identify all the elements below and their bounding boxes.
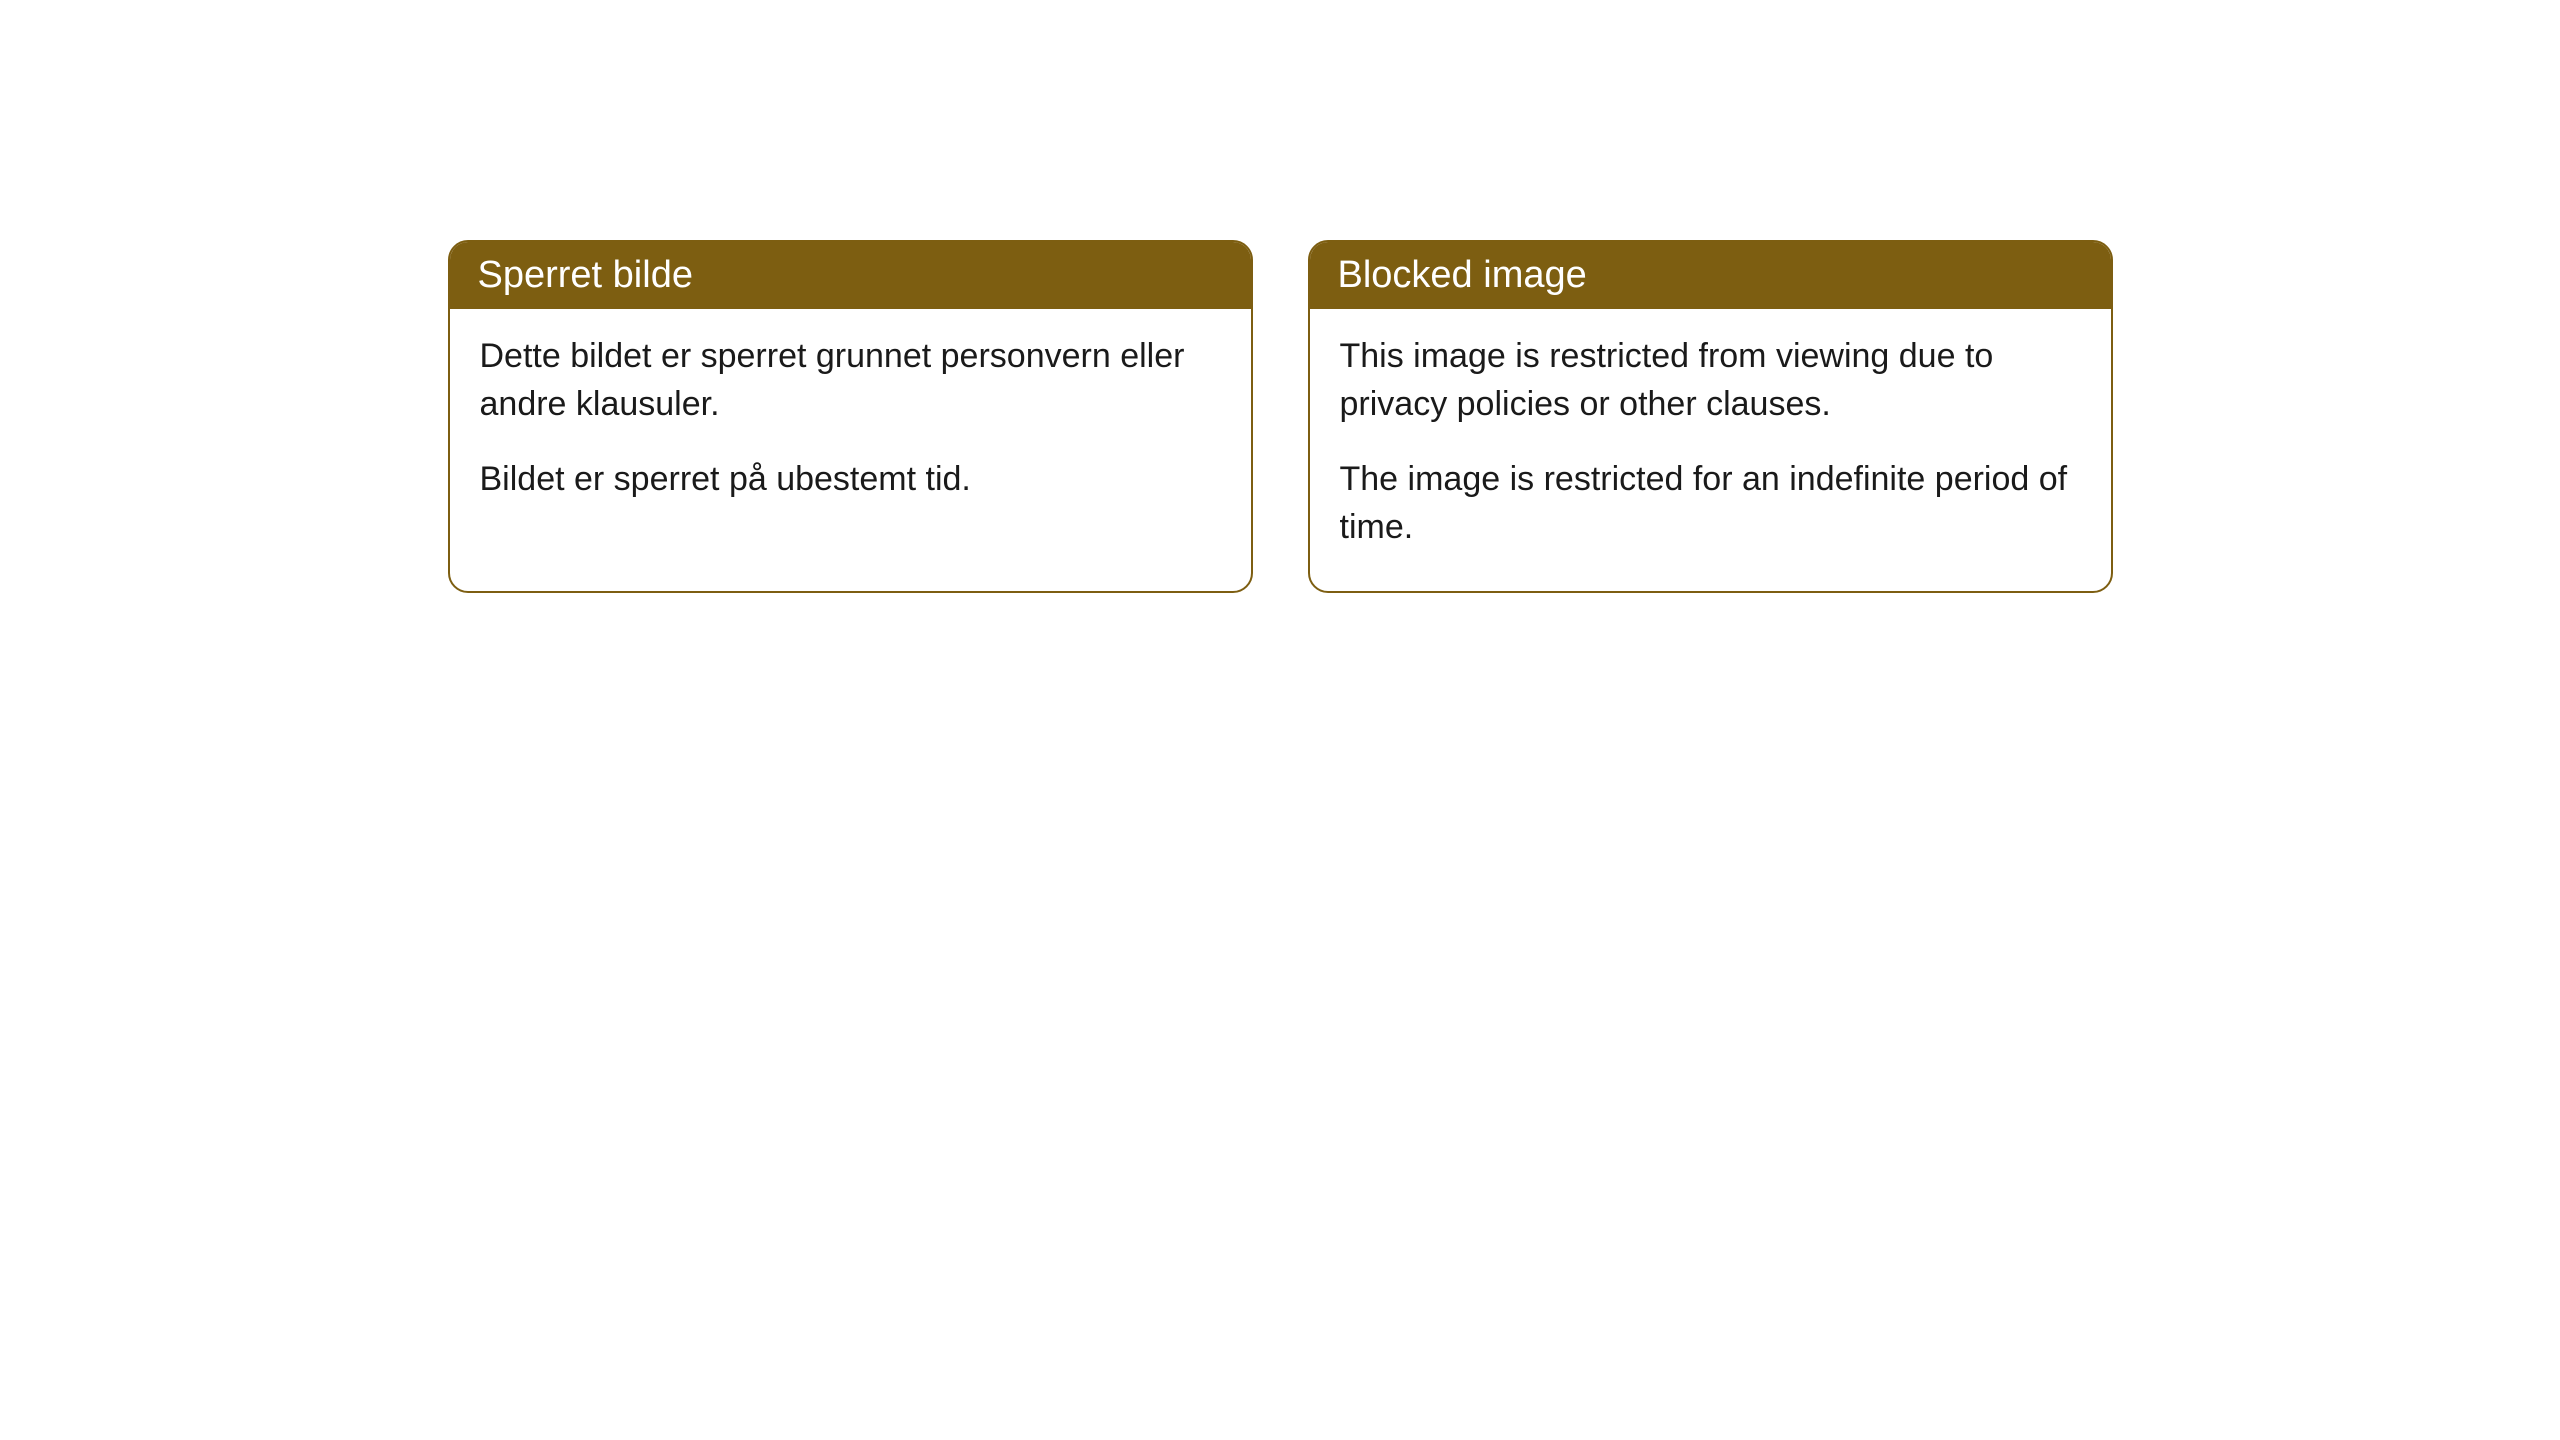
card-header-norwegian: Sperret bilde [450,242,1251,309]
card-paragraph: The image is restricted for an indefinit… [1340,456,2081,551]
notice-cards-container: Sperret bilde Dette bildet er sperret gr… [0,240,2560,593]
card-header-english: Blocked image [1310,242,2111,309]
card-paragraph: This image is restricted from viewing du… [1340,333,2081,428]
card-title: Sperret bilde [478,254,693,296]
card-body-norwegian: Dette bildet er sperret grunnet personve… [450,309,1251,544]
card-paragraph: Dette bildet er sperret grunnet personve… [480,333,1221,428]
blocked-image-card-english: Blocked image This image is restricted f… [1308,240,2113,593]
card-title: Blocked image [1338,254,1587,296]
blocked-image-card-norwegian: Sperret bilde Dette bildet er sperret gr… [448,240,1253,593]
card-paragraph: Bildet er sperret på ubestemt tid. [480,456,1221,504]
card-body-english: This image is restricted from viewing du… [1310,309,2111,591]
